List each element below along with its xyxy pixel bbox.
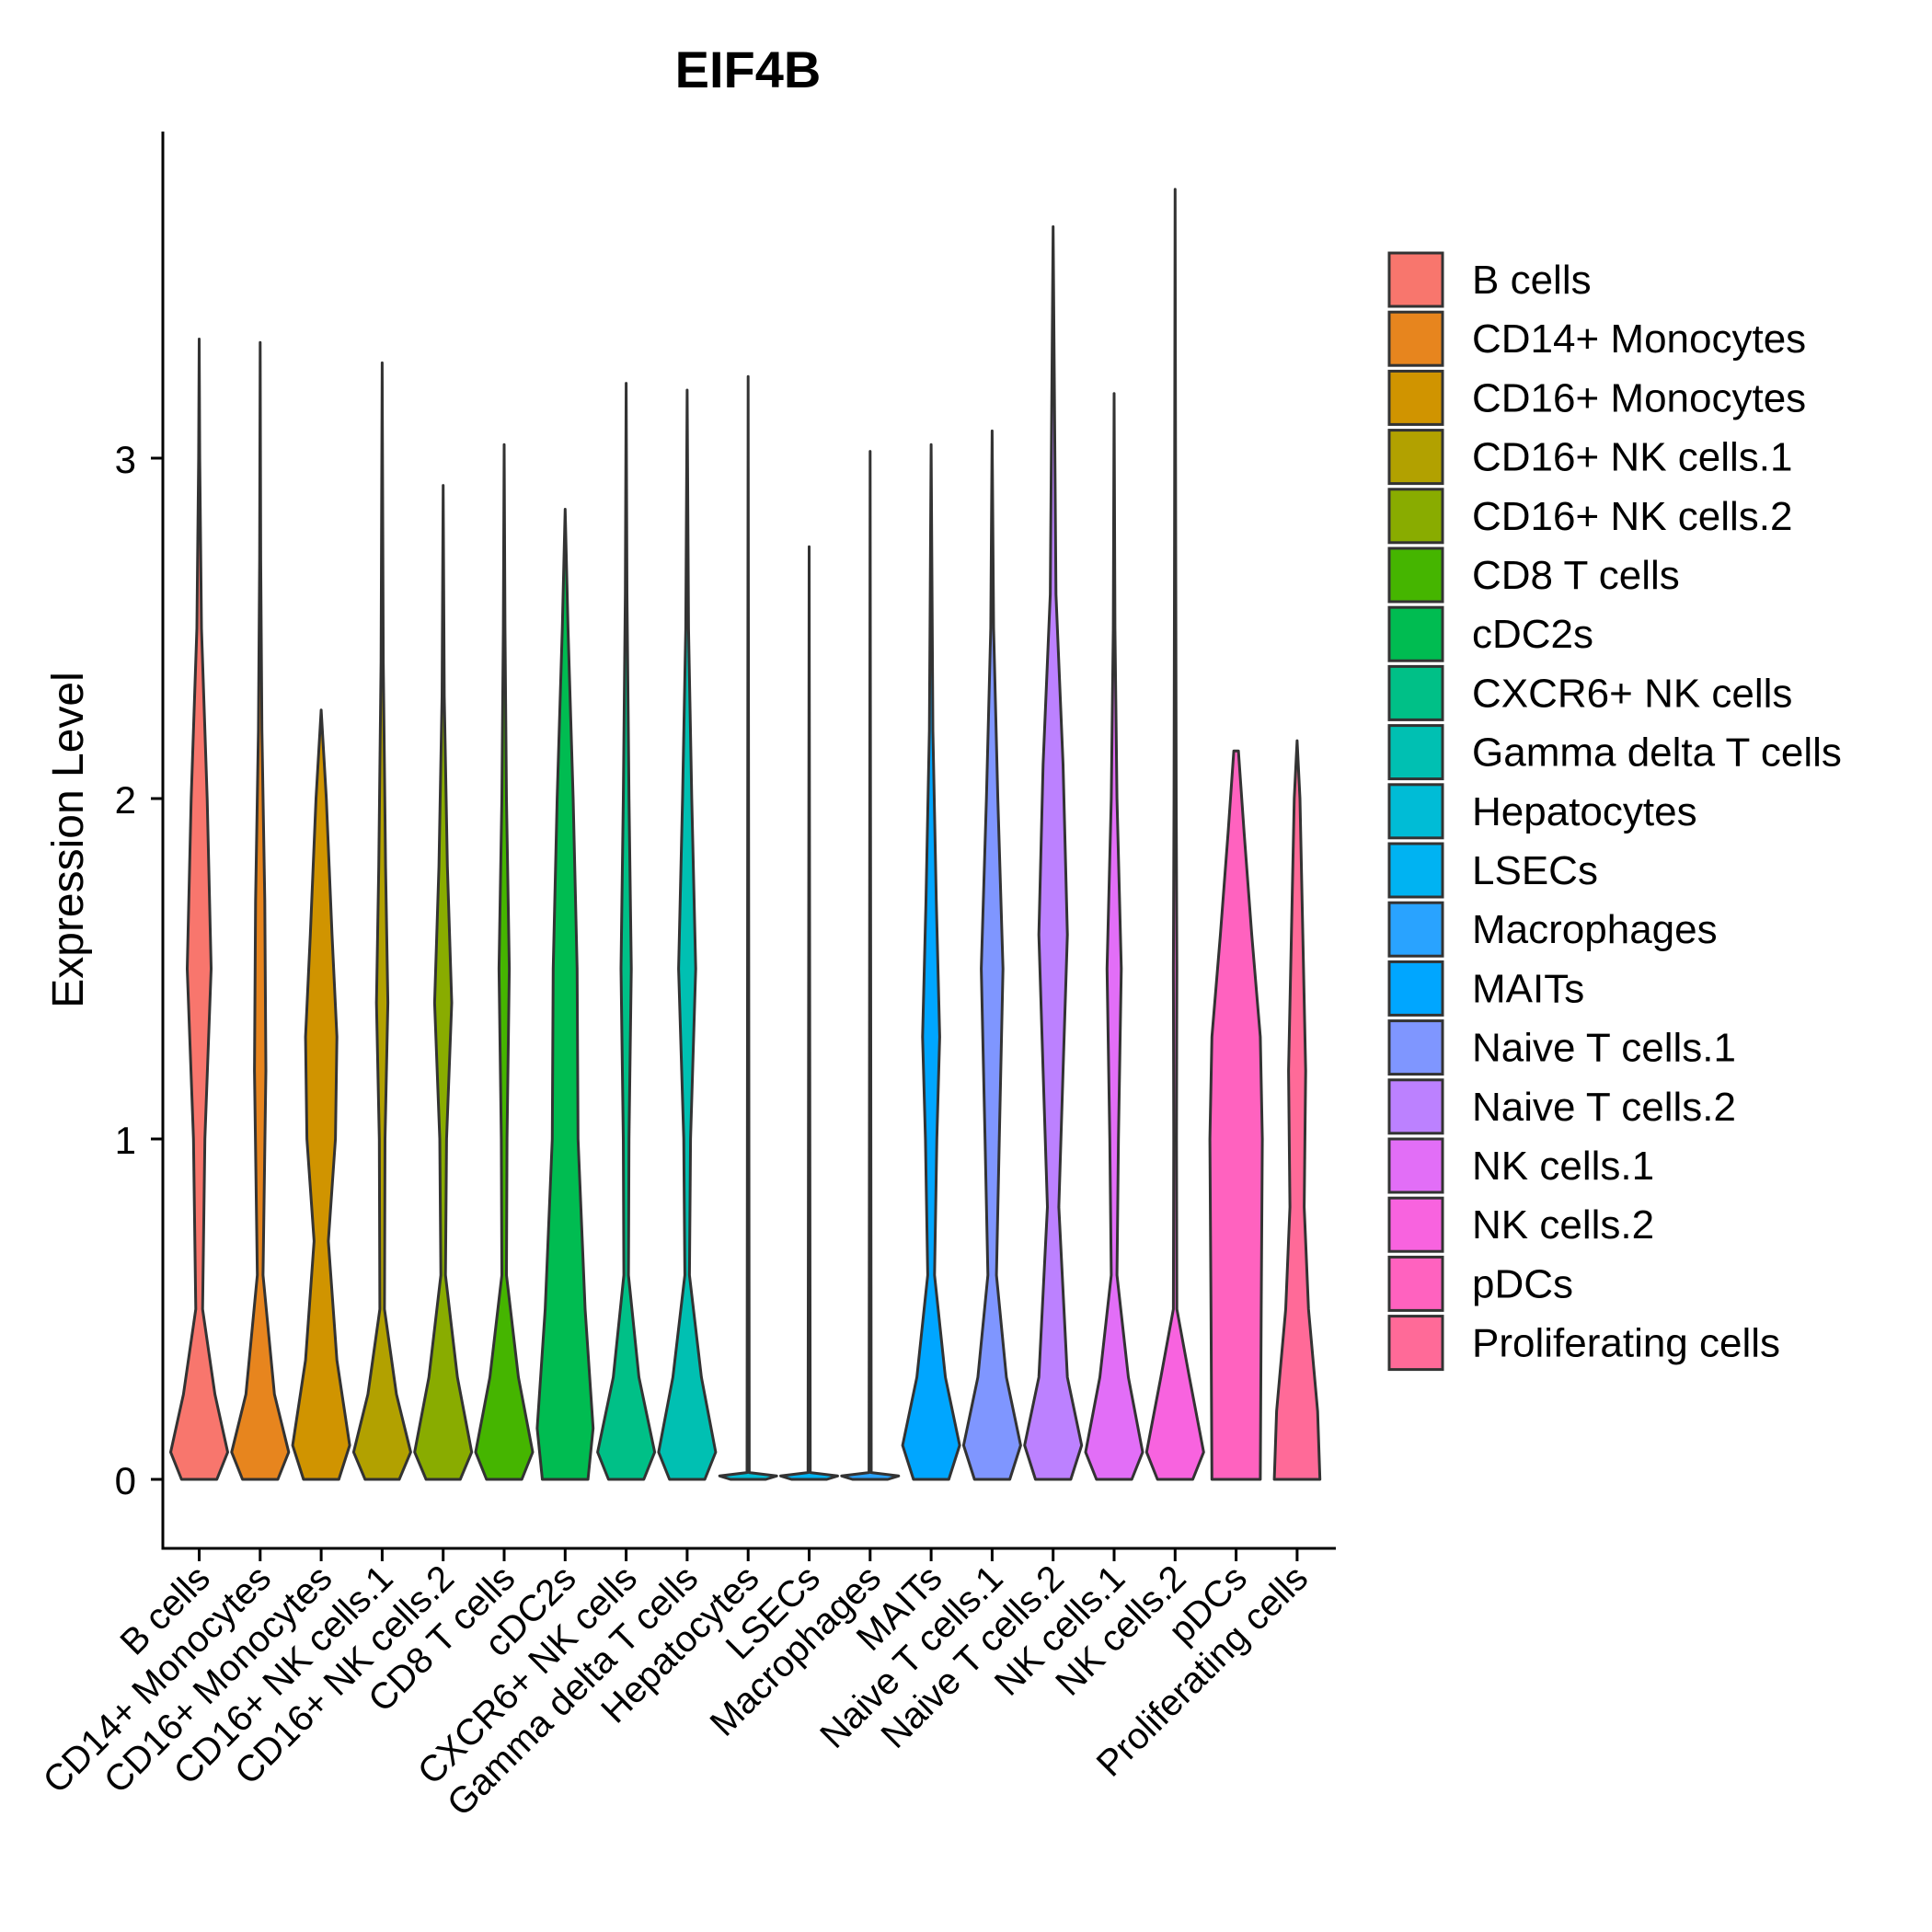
legend-label: cDC2s: [1472, 612, 1593, 657]
y-tick-label: 3: [115, 438, 136, 481]
legend-label: B cells: [1472, 258, 1592, 303]
violin-gamma-delta-t-cells: [657, 388, 718, 1481]
legend-label: Macrophages: [1472, 907, 1718, 952]
legend-swatch: [1387, 369, 1444, 426]
violin-group: [169, 188, 1322, 1481]
violin-cd8-t-cells: [474, 443, 535, 1481]
legend-label: Proliferating cells: [1472, 1321, 1780, 1366]
legend-swatch: [1387, 1255, 1444, 1312]
violin-cxcr6-nk-cells: [596, 382, 657, 1481]
legend-label: Naive T cells.1: [1472, 1026, 1736, 1071]
legend-swatch: [1387, 1078, 1444, 1135]
legend-swatch: [1387, 664, 1444, 721]
legend-swatch: [1387, 488, 1444, 545]
y-tick-label: 1: [115, 1119, 136, 1162]
legend-label: Gamma delta T cells: [1472, 730, 1842, 776]
violin-naive-t-cells-1: [961, 429, 1022, 1481]
y-tick-label: 2: [115, 778, 136, 822]
legend-swatch: [1387, 1196, 1444, 1253]
legend-swatch: [1387, 960, 1444, 1017]
legend-label: Naive T cells.2: [1472, 1085, 1736, 1130]
legend-label: CD14+ Monocytes: [1472, 316, 1806, 362]
violin-b-cells: [169, 338, 229, 1481]
violin-pdcs: [1208, 749, 1264, 1481]
legend-swatch: [1387, 310, 1444, 367]
legend: B cells CD14+ Monocytes CD16+ Monocytes CD1…: [1387, 251, 1842, 1372]
violin-cd14-monocytes: [230, 340, 291, 1481]
legend-label: Hepatocytes: [1472, 789, 1697, 834]
legend-swatch: [1387, 724, 1444, 781]
violin-maits: [901, 443, 961, 1481]
legend-label: LSECs: [1472, 848, 1598, 893]
legend-label: CXCR6+ NK cells: [1472, 671, 1792, 716]
legend-swatch: [1387, 1315, 1444, 1372]
legend-swatch: [1387, 546, 1444, 604]
legend-swatch: [1387, 605, 1444, 662]
legend-swatch: [1387, 842, 1444, 899]
legend-label: CD16+ Monocytes: [1472, 375, 1806, 420]
violin-cdc2s: [535, 508, 595, 1481]
legend-label: MAITs: [1472, 966, 1584, 1011]
violin-lsecs: [779, 545, 839, 1481]
violin-naive-t-cells-2: [1023, 224, 1084, 1481]
violin-nk-cells-2: [1144, 188, 1205, 1481]
y-axis-label: Expression Level: [44, 672, 93, 1008]
legend-swatch: [1387, 251, 1444, 308]
legend-label: CD16+ NK cells.1: [1472, 435, 1792, 480]
legend-label: NK cells.1: [1472, 1144, 1654, 1189]
legend-swatch: [1387, 783, 1444, 840]
y-tick-label: 0: [115, 1459, 136, 1502]
chart-title: EIF4B: [675, 40, 822, 98]
legend-swatch: [1387, 429, 1444, 486]
legend-label: NK cells.2: [1472, 1202, 1654, 1248]
violin-cd16-monocytes: [291, 708, 351, 1481]
violin-hepatocytes: [718, 374, 778, 1481]
violin-cd16-nk-cells-1: [351, 361, 412, 1481]
violin-macrophages: [840, 450, 901, 1481]
legend-label: pDCs: [1472, 1261, 1573, 1306]
y-axis-ticks: 0 1 2 3: [115, 438, 163, 1502]
legend-label: CD8 T cells: [1472, 553, 1680, 598]
violin-proliferating-cells: [1272, 739, 1322, 1481]
violin-nk-cells-1: [1084, 392, 1144, 1481]
legend-swatch: [1387, 901, 1444, 958]
legend-label: CD16+ NK cells.2: [1472, 494, 1792, 539]
legend-swatch: [1387, 1019, 1444, 1076]
legend-swatch: [1387, 1137, 1444, 1194]
violin-cd16-nk-cells-2: [413, 484, 474, 1481]
